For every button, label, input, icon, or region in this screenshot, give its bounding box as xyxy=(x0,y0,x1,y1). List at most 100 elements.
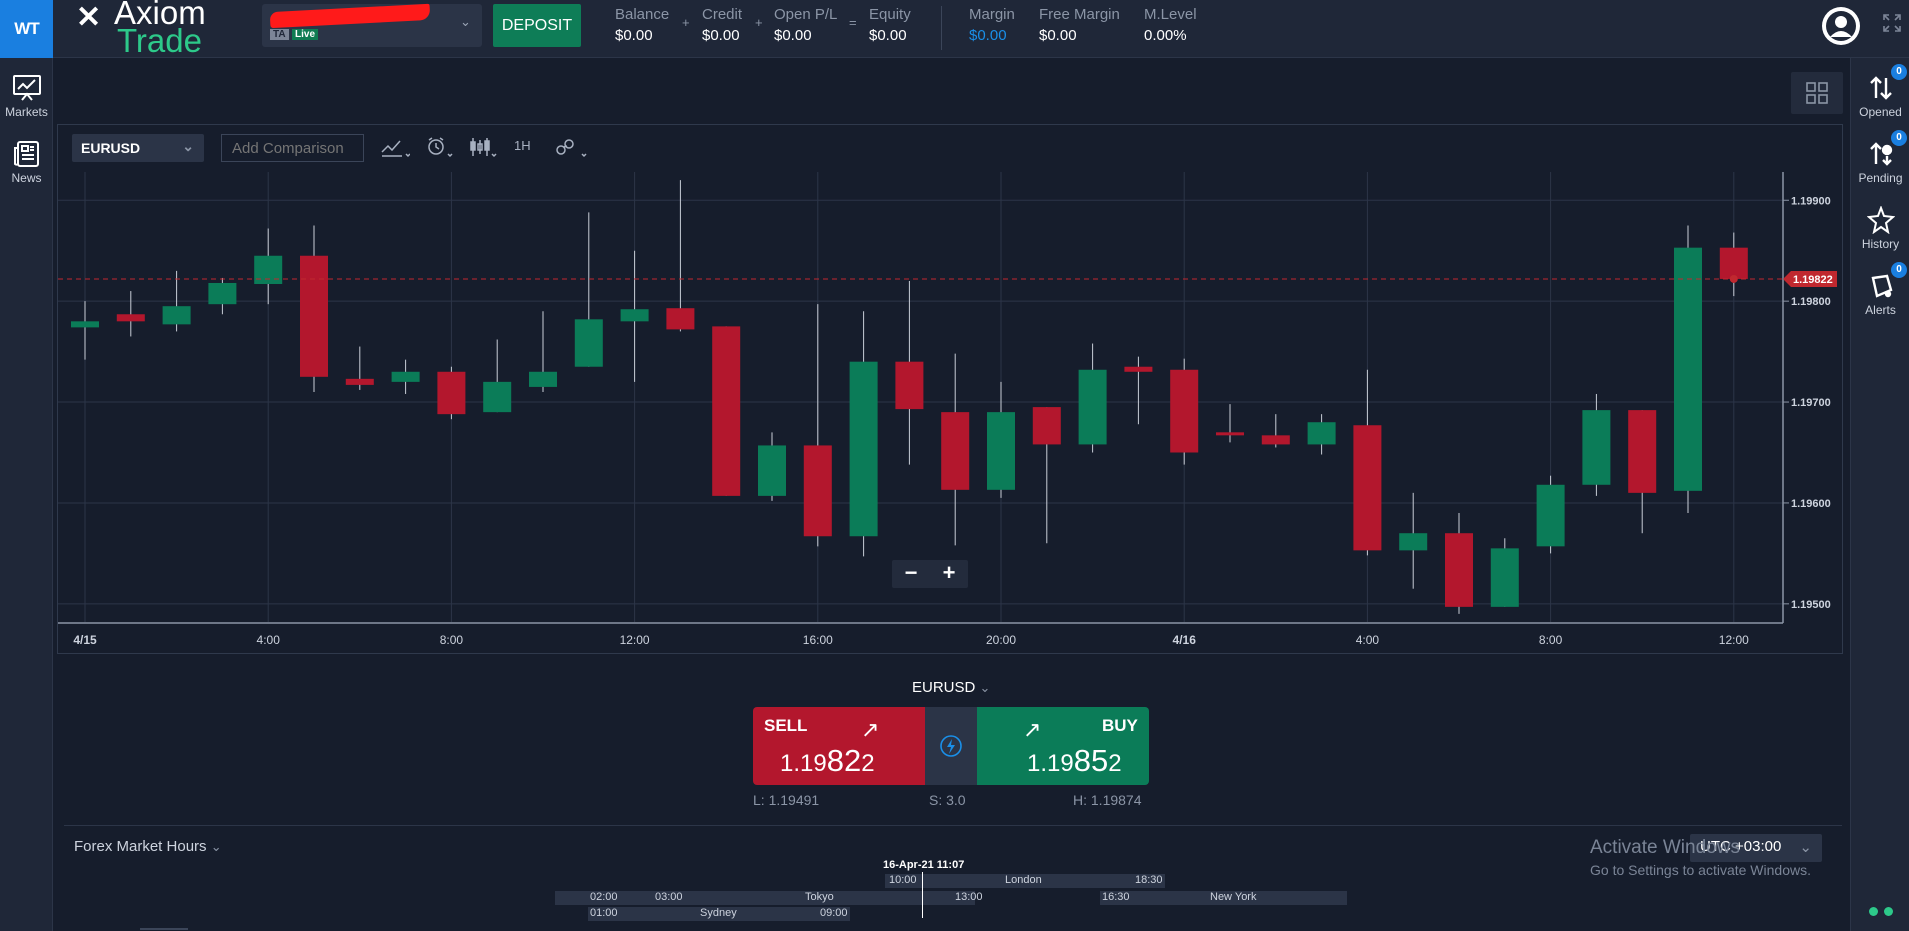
sidebar-item-label: Alerts xyxy=(1865,303,1896,317)
timezone-selector[interactable]: UTC +03:00 ⌄ xyxy=(1690,834,1822,862)
sidebar-item-history[interactable]: History xyxy=(1851,205,1909,251)
news-icon xyxy=(13,141,39,167)
buy-price: 1.19852 xyxy=(1027,743,1122,778)
session-new-york: 16:30 New York xyxy=(1100,891,1347,905)
candle-body xyxy=(1170,369,1199,453)
x-tick-label: 16:00 xyxy=(803,633,833,647)
sell-price: 1.19822 xyxy=(780,743,875,778)
user-avatar-icon[interactable] xyxy=(1822,7,1860,45)
one-click-toggle[interactable] xyxy=(925,707,977,785)
candle-body xyxy=(1216,432,1244,436)
credit-value: $0.00 xyxy=(702,27,740,44)
session-sydney: 01:00 Sydney 09:00 xyxy=(588,907,850,921)
candle-body xyxy=(1261,435,1290,445)
arrow-up-right-icon: ↗ xyxy=(861,717,880,742)
session-pre-time: 02:00 xyxy=(590,891,618,903)
equity-label: Equity xyxy=(869,6,911,23)
credit-label: Credit xyxy=(702,6,743,23)
sidebar-item-news[interactable]: News xyxy=(0,140,53,185)
wt-logo[interactable]: WT xyxy=(0,0,53,58)
candle-body xyxy=(758,445,786,496)
candle-body xyxy=(162,306,191,325)
candle-body xyxy=(1124,366,1153,372)
alerts-bell-icon xyxy=(1871,274,1892,298)
opened-arrows-icon xyxy=(1869,76,1892,100)
x-tick-label: 20:00 xyxy=(986,633,1016,647)
x-tick-label: 4:00 xyxy=(257,633,281,647)
timezone-value: UTC +03:00 xyxy=(1700,838,1782,855)
y-tick-label: 1.19500 xyxy=(1791,599,1831,611)
timeframe-value: 1H xyxy=(514,138,531,153)
symbol-selector-value: EURUSD xyxy=(81,140,141,156)
plus-operator: + xyxy=(755,15,763,30)
candle-body xyxy=(620,309,649,322)
current-time-marker xyxy=(922,872,923,918)
x-tick-label: 4:00 xyxy=(1356,633,1380,647)
session-open-time: 16:30 xyxy=(1102,891,1130,903)
symbol-selector[interactable]: EURUSD ⌄ xyxy=(72,134,204,162)
sidebar-item-pending[interactable]: Pending 0 xyxy=(1851,130,1909,185)
section-divider xyxy=(64,825,1842,826)
fullscreen-icon[interactable] xyxy=(1883,14,1901,32)
candle-body xyxy=(849,361,878,537)
margin-level-label: M.Level xyxy=(1144,6,1197,23)
timeframe-selector[interactable]: 1H xyxy=(514,138,531,153)
x-tick-label: 4/15 xyxy=(73,633,97,647)
sidebar-item-markets[interactable]: Markets xyxy=(0,74,53,119)
candle-body xyxy=(1490,548,1519,607)
session-pre-time: 13:00 xyxy=(955,891,983,903)
candle-body xyxy=(345,378,374,385)
market-hours-toggle[interactable]: Forex Market Hours ⌄ xyxy=(74,838,222,855)
open-pl-value: $0.00 xyxy=(774,27,812,44)
session-close-time: 18:30 xyxy=(1135,874,1163,886)
last-price-tag xyxy=(1783,270,1837,287)
x-tick-label: 8:00 xyxy=(440,633,464,647)
candle-body xyxy=(803,445,832,537)
y-tick-label: 1.19900 xyxy=(1791,195,1831,207)
brand-mark-icon: ✕ xyxy=(76,1,102,34)
y-tick-label: 1.19800 xyxy=(1791,296,1831,308)
y-tick-label: 1.19700 xyxy=(1791,397,1831,409)
candle-body xyxy=(1628,410,1657,493)
zoom-out-button[interactable]: − xyxy=(904,560,918,585)
x-tick-label: 4/16 xyxy=(1173,633,1197,647)
layout-grid-button[interactable] xyxy=(1791,72,1843,114)
x-tick-label: 8:00 xyxy=(1539,633,1563,647)
equity-value: $0.00 xyxy=(869,27,907,44)
market-hours-title: Forex Market Hours xyxy=(74,838,207,855)
trade-symbol-selector[interactable]: EURUSD ⌄ xyxy=(912,679,990,696)
candle-body xyxy=(483,381,512,413)
sidebar-item-opened[interactable]: Opened 0 xyxy=(1851,64,1909,119)
spread-value: S: 3.0 xyxy=(929,792,966,808)
candle-body xyxy=(1399,533,1428,551)
margin-label: Margin xyxy=(969,6,1015,23)
day-low: L: 1.19491 xyxy=(753,792,820,808)
chevron-down-icon[interactable]: ⌄ xyxy=(460,14,471,29)
brand-name-trade: Trade xyxy=(117,22,202,59)
zoom-in-button[interactable]: + xyxy=(942,560,956,585)
candle-body xyxy=(941,412,970,490)
opened-count-badge: 0 xyxy=(1891,64,1907,80)
drawing-tools-icon[interactable] xyxy=(554,136,588,161)
alarm-clock-icon[interactable] xyxy=(424,136,454,161)
x-tick-label: 12:00 xyxy=(620,633,650,647)
deposit-button[interactable]: DEPOSIT xyxy=(493,4,581,47)
candlestick-type-icon[interactable] xyxy=(468,136,498,161)
day-high: H: 1.19874 xyxy=(1073,792,1142,808)
candle-body xyxy=(1674,247,1702,491)
last-price-dot xyxy=(1729,274,1738,283)
history-icon xyxy=(1866,205,1895,235)
session-open-time: 10:00 xyxy=(889,874,917,886)
candle-body xyxy=(1353,425,1382,551)
buy-button[interactable]: ↗ BUY 1.19852 xyxy=(977,707,1149,785)
candle-body xyxy=(529,371,557,387)
zoom-controls: − + xyxy=(892,560,968,588)
sidebar-item-alerts[interactable]: Alerts 0 xyxy=(1851,262,1909,317)
candle-body xyxy=(116,314,145,322)
candle-body xyxy=(71,321,99,328)
pending-count-badge: 0 xyxy=(1891,130,1907,146)
price-chart[interactable]: 1.19900 1.19800 1.19700 1.19600 1.19500 4/15 4… xyxy=(58,172,1842,652)
add-comparison-input[interactable] xyxy=(221,134,364,162)
chart-type-line-icon[interactable] xyxy=(380,136,411,161)
sell-button[interactable]: SELL ↗ 1.19822 xyxy=(753,707,925,785)
